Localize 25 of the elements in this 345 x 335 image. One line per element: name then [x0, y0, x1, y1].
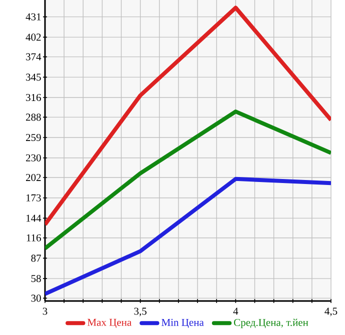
x-tick-label: 4 [233, 308, 238, 315]
y-tick-label: 173 [26, 194, 41, 202]
y-tick-label: 316 [26, 94, 41, 102]
x-tick-label: 4,5 [324, 308, 338, 316]
y-tick-label: 345 [26, 74, 41, 81]
y-tick-label: 116 [26, 234, 41, 242]
y-tick-label: 402 [26, 34, 41, 41]
y-tick-label: 259 [26, 134, 41, 142]
legend-label: Сред.Цена, т.йен [234, 318, 308, 328]
y-tick-label: 288 [26, 114, 41, 121]
legend-label: Min Цена [162, 318, 204, 328]
line-series [45, 176, 331, 296]
y-tick-label: 230 [26, 154, 41, 162]
x-tick-label: 3,5 [134, 308, 146, 316]
line-series [45, 6, 331, 227]
y-tick-label: 58 [31, 275, 41, 282]
y-tick-label: 202 [26, 174, 41, 182]
y-tick-label: 144 [26, 214, 42, 222]
y-tick-label: 374 [26, 53, 42, 60]
legend-label: Max Цена [88, 318, 132, 328]
y-tick-label: 87 [31, 254, 41, 262]
x-tick-label: 3 [42, 308, 48, 315]
y-tick-label: 30 [31, 294, 41, 302]
line-series [45, 110, 331, 250]
y-tick-label: 431 [26, 13, 41, 20]
